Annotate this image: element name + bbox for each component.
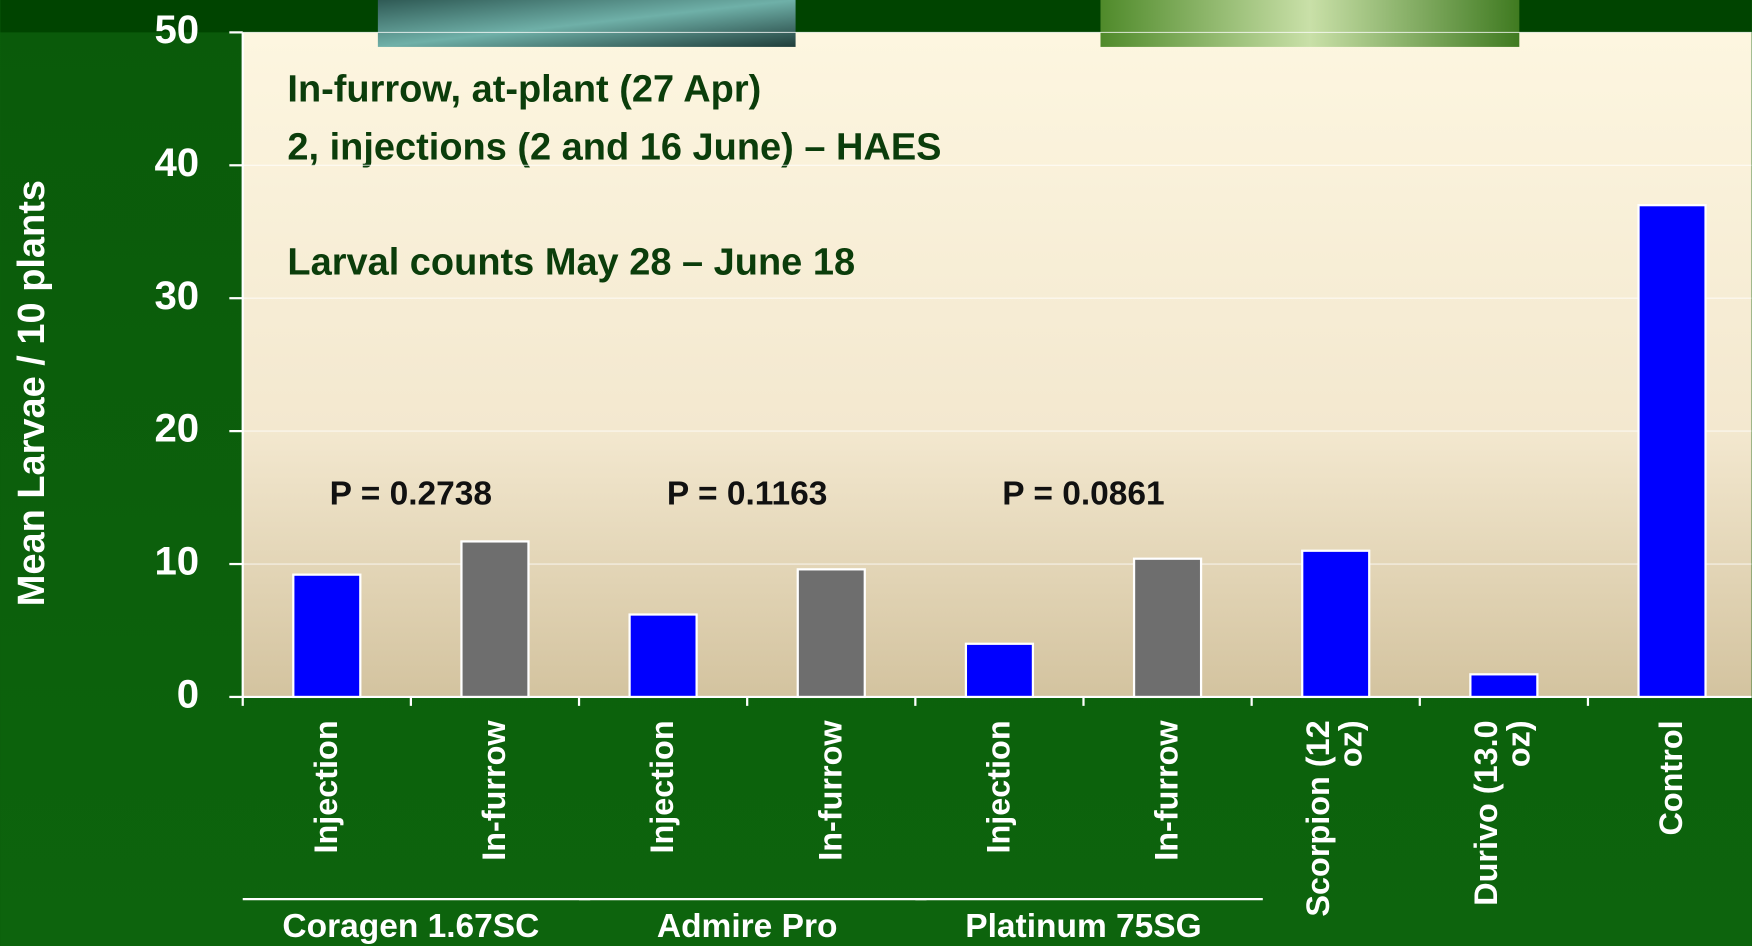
annotation: P = 0.0861 (1002, 476, 1164, 513)
bar (1134, 559, 1201, 697)
x-tick-label: Scorpion (12 oz) (1291, 720, 1380, 943)
bar (1302, 551, 1369, 697)
bar (461, 541, 528, 697)
annotation: P = 0.2738 (330, 476, 492, 513)
chart: Mean Larvae / 10 plants In-furrow, at-pl… (0, 0, 1752, 946)
group-label: Platinum 75SG (965, 908, 1201, 945)
bar (1470, 674, 1537, 697)
group-label: Admire Pro (657, 908, 838, 945)
title-line: Larval counts May 28 – June 18 (287, 242, 855, 284)
page: Mean Larvae / 10 plants In-furrow, at-pl… (0, 0, 1752, 946)
x-tick-label-box: Scorpion (12 oz) (1291, 720, 1380, 943)
x-tick-label-box: Control (1627, 720, 1716, 943)
y-tick-label: 40 (154, 140, 199, 185)
group-label: Coragen 1.67SC (282, 908, 539, 945)
x-tick-label: Control (1627, 720, 1716, 943)
bar (966, 644, 1033, 697)
x-tick-label-box: Durivo (13.0 oz) (1459, 720, 1548, 943)
y-axis-label: Mean Larvae / 10 plants (11, 180, 53, 606)
y-tick-label: 10 (154, 539, 199, 584)
bar (798, 569, 865, 697)
y-tick-label: 0 (177, 672, 199, 717)
x-tick-label: Durivo (13.0 oz) (1459, 720, 1548, 943)
annotation: P = 0.1163 (667, 476, 828, 513)
title-line: 2, injections (2 and 16 June) – HAES (287, 127, 941, 169)
bar (630, 615, 697, 697)
title-line: In-furrow, at-plant (27 Apr) (287, 69, 761, 111)
photo (1100, 0, 1519, 47)
photo (378, 0, 796, 47)
bar (293, 575, 360, 697)
bar (1639, 205, 1706, 697)
y-tick-label: 50 (154, 7, 199, 52)
y-tick-label: 30 (154, 273, 199, 318)
y-tick-label: 20 (154, 406, 199, 451)
